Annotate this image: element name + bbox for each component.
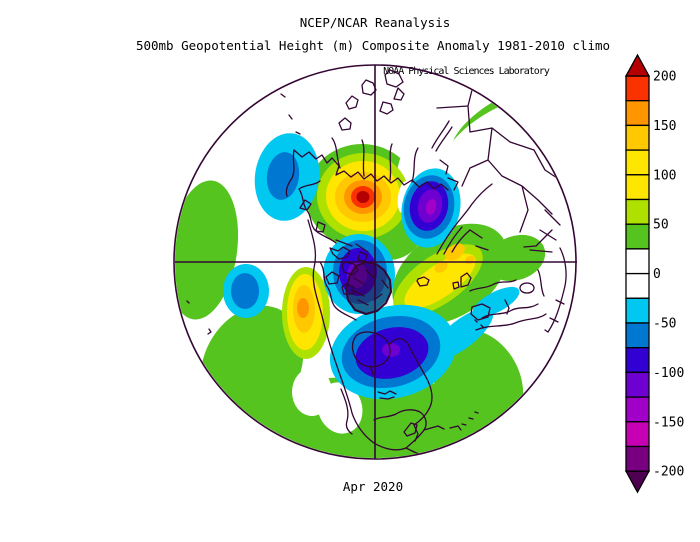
coast-caribbean	[423, 411, 479, 458]
coast-greenland-fjords	[351, 269, 389, 306]
colorbar-segment	[625, 75, 650, 102]
map-boundary-circle	[173, 64, 577, 460]
colorbar-segment	[625, 322, 650, 349]
colorbar-tick-label: -150	[653, 415, 684, 430]
colorbar-arrow-down	[624, 470, 651, 494]
colorbar-segment	[625, 174, 650, 201]
colorbar-tick-label: -50	[653, 317, 676, 332]
colorbar-segment	[625, 124, 650, 151]
colorbar: 200 150 100 50 0 -50 -100 -150 -200	[624, 53, 684, 494]
anomaly-blob-p125	[445, 243, 465, 261]
anomaly-blob-p25	[175, 180, 239, 320]
anomaly-blob-p0	[317, 382, 363, 434]
coast-iceland	[416, 276, 430, 287]
colorbar-segment	[625, 371, 650, 398]
coast-siberia-rivers	[331, 137, 419, 183]
anomaly-blob-p25	[205, 377, 515, 458]
graticule-crosshair	[175, 65, 577, 459]
coastlines	[186, 69, 567, 458]
colorbar-segment	[625, 198, 650, 225]
coast-bering-alaska	[280, 93, 337, 244]
colorbar-tick-label: 150	[653, 119, 676, 134]
colorbar-segment	[625, 421, 650, 448]
anomaly-blob-p125	[434, 261, 448, 273]
colorbar-tick-label: 50	[653, 218, 669, 233]
title-line1: NCEP/NCAR Reanalysis	[299, 15, 451, 30]
colorbar-segment	[625, 445, 650, 472]
coast-scandinavia	[436, 159, 493, 255]
date-label: Apr 2020	[342, 479, 404, 494]
colorbar-segment	[625, 347, 650, 374]
colorbar-tick-label: -200	[653, 465, 684, 480]
anomaly-blob-m125	[382, 343, 400, 357]
coast-north-america-west	[307, 219, 407, 451]
title-line2: 500mb Geopotential Height (m) Composite …	[135, 38, 611, 53]
coast-novaya-zemlya	[431, 120, 453, 152]
colorbar-segment	[625, 248, 650, 275]
coast-greenland	[345, 261, 392, 315]
anomaly-blob-p100	[404, 253, 476, 309]
anomaly-blob-m75	[231, 273, 259, 309]
colorbar-tick-label: 100	[653, 168, 676, 183]
colorbar-segment	[625, 149, 650, 176]
coast-russia-arctic	[293, 149, 449, 191]
colorbar-tick-label: 200	[653, 70, 676, 85]
colorbar-segment	[625, 297, 650, 324]
colorbar-arrow-up	[624, 53, 651, 77]
anomaly-blob-m50	[430, 308, 494, 360]
coast-western-europe	[452, 269, 547, 331]
borders-russia-europe	[436, 89, 561, 253]
anomaly-blob-p25	[432, 329, 524, 435]
anomaly-blob-m75	[266, 152, 300, 200]
anomaly-blob-m50	[472, 286, 520, 318]
colorbar-segment	[625, 100, 650, 127]
colorbar-tick-label: 0	[653, 267, 661, 282]
coast-caspian-edge	[547, 247, 567, 333]
island-specks	[186, 300, 549, 335]
colorbar-segment	[625, 396, 650, 423]
noaa-credit-label: NOAA Physical Sciences Laboratory	[383, 66, 550, 77]
colorbar-tick-label: -100	[653, 366, 684, 381]
colorbar-segment	[625, 223, 650, 250]
colorbar-segment	[625, 272, 650, 299]
coast-arctic-islands	[338, 69, 405, 131]
anomaly-blob-gt200	[356, 191, 370, 203]
anomaly-blob-m150	[425, 199, 437, 215]
coast-north-america-east	[377, 343, 433, 442]
coast-canada-mainland	[319, 261, 409, 345]
anomaly-blob-p150	[297, 298, 309, 318]
